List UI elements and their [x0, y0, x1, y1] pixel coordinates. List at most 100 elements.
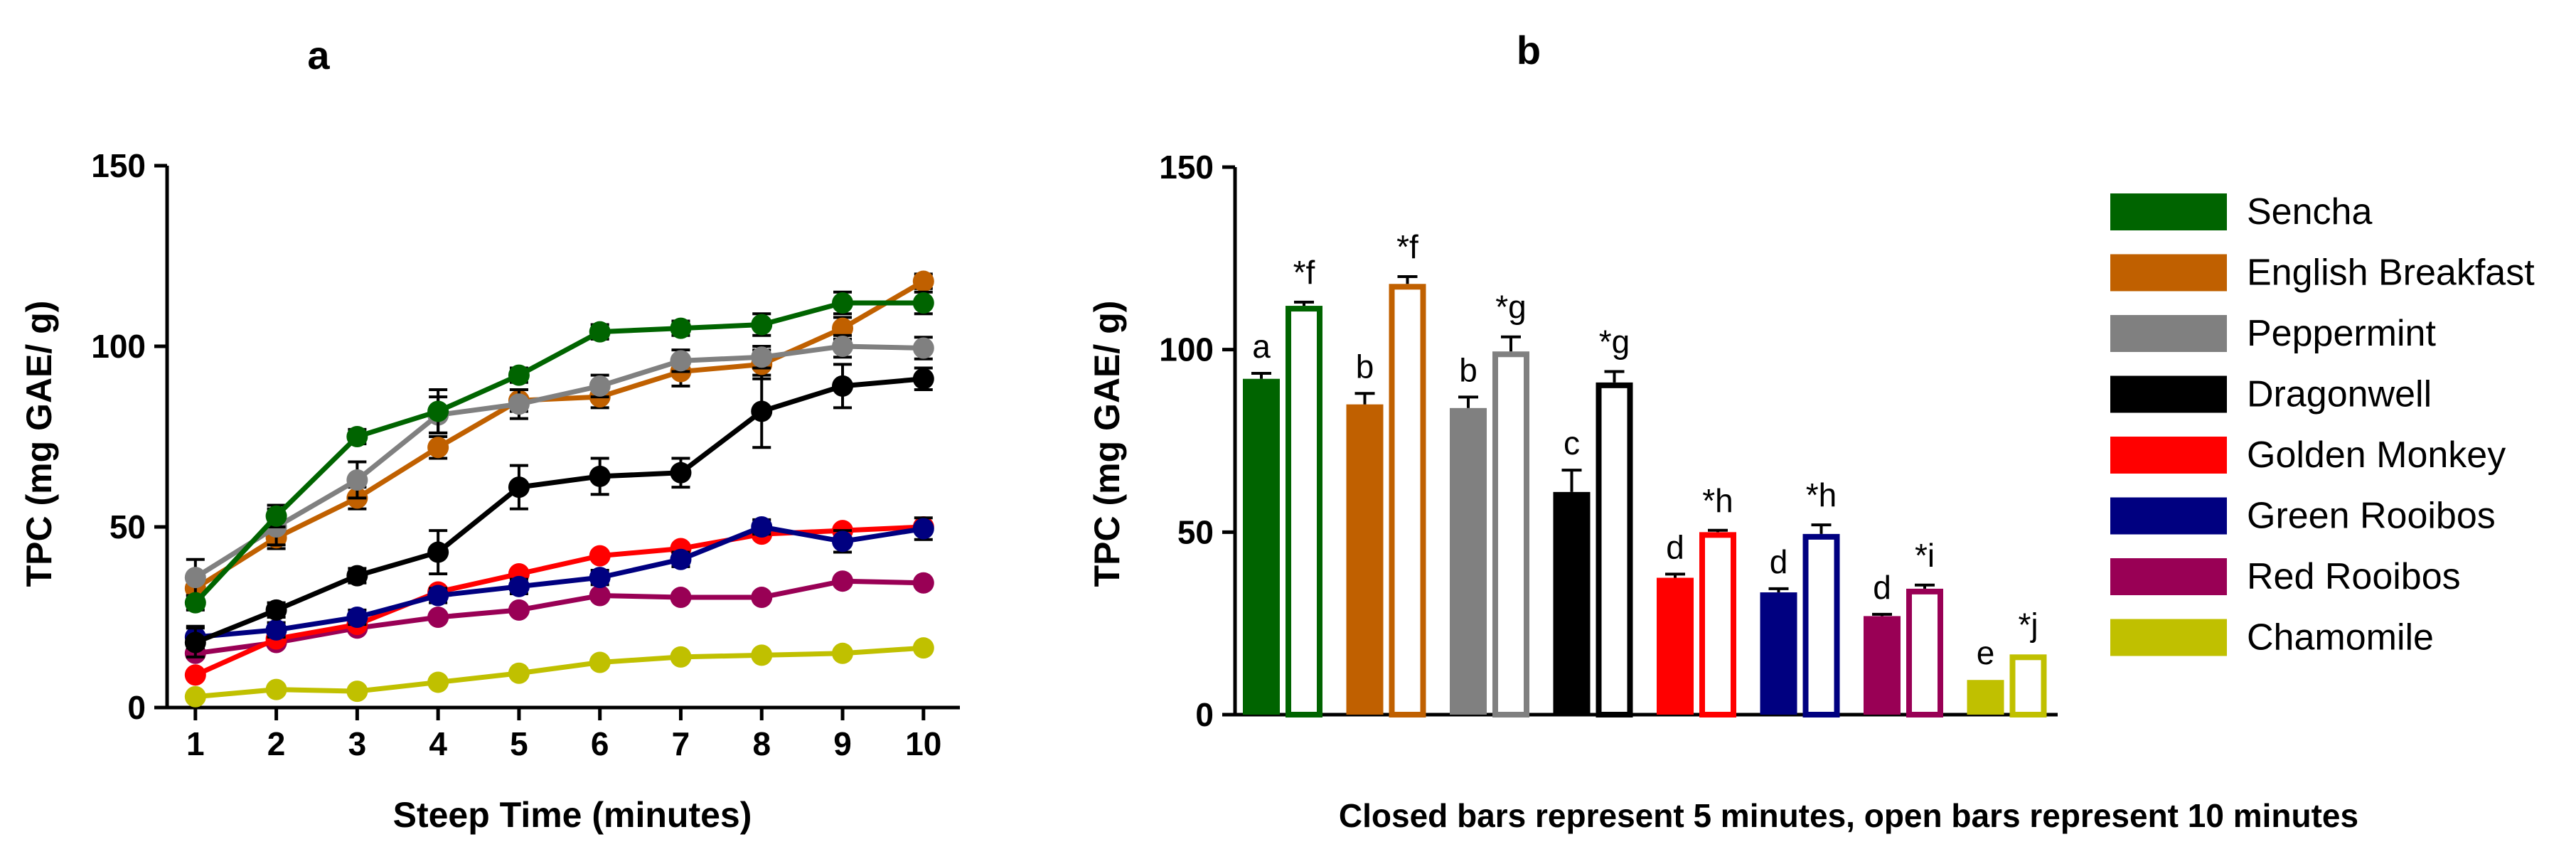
panel-b-y-tick-label: 100 [1159, 331, 1214, 368]
bar-group-golden-monkey: d *h [1657, 482, 1736, 717]
panel-a-y-tick-label: 0 [127, 689, 146, 726]
data-point [912, 637, 934, 659]
bar-5-min-label: d [1873, 569, 1891, 606]
data-point [751, 314, 773, 336]
bar-10-min [1906, 588, 1943, 718]
panel-b-y-axis-title: TPC (mg GAE/ g) [1087, 301, 1127, 587]
data-point [508, 662, 530, 684]
panel-b-bars-group: a *f b *f b *g c *g d *h d *h d *i e *j [1243, 228, 2047, 718]
series-english-breakfast [184, 270, 934, 601]
data-point [184, 685, 206, 708]
bar-10-min [1492, 351, 1529, 717]
bar-5-min-label: e [1977, 634, 1995, 671]
series-sencha [184, 290, 934, 614]
panel-a-x-tick-label: 1 [186, 725, 205, 762]
data-point [589, 585, 611, 607]
series-line [195, 524, 924, 640]
bar-5-min [1760, 592, 1797, 715]
data-point [670, 461, 692, 484]
data-point [912, 337, 934, 359]
bar-10-min-label: *h [1702, 482, 1733, 519]
bar-5-min-label: b [1356, 348, 1374, 385]
data-point [184, 664, 206, 686]
data-point [508, 393, 530, 415]
panel-a-line-chart: a 0 50 100 150 1 2 3 4 5 6 7 8 9 10 Steep Time (minut… [19, 33, 960, 835]
bar-5-min-label: c [1564, 425, 1580, 461]
series-line [195, 578, 924, 656]
data-point [589, 651, 611, 673]
legend-swatch [2110, 558, 2227, 595]
data-point [184, 592, 206, 614]
legend-item-peppermint: Peppermint [2110, 313, 2436, 354]
bar-5-min-label: a [1252, 328, 1271, 365]
data-point [832, 570, 854, 592]
panel-a-x-tick-label: 7 [672, 725, 690, 762]
legend-swatch [2110, 619, 2227, 656]
data-point [427, 541, 449, 563]
series-green-rooibos [184, 516, 934, 650]
series-chamomile [184, 637, 934, 708]
data-point [265, 619, 287, 641]
panel-a-x-tick-label: 10 [905, 725, 941, 762]
bar-5-min-label: b [1459, 351, 1477, 388]
data-point [832, 292, 854, 314]
data-point [832, 530, 854, 553]
panel-a-x-tick-label: 5 [510, 725, 528, 762]
panel-a-x-tick-label: 8 [752, 725, 771, 762]
bar-10-min [1699, 532, 1736, 717]
series-line [194, 376, 924, 645]
panel-b-caption: Closed bars represent 5 minutes, open ba… [1339, 797, 2358, 834]
bar-5-min [1657, 577, 1694, 715]
legend-swatch [2110, 254, 2227, 292]
bar-5-min [1346, 404, 1384, 715]
legend-item-dragonwell: Dragonwell [2110, 374, 2432, 415]
legend-label: Green Rooibos [2247, 496, 2496, 537]
data-point [912, 270, 934, 292]
panel-a-x-tick-label: 3 [348, 725, 367, 762]
legend-item-golden-monkey: Golden Monkey [2110, 434, 2506, 476]
data-point [346, 469, 368, 491]
data-point [427, 400, 449, 422]
series-line [193, 279, 925, 591]
data-point [346, 607, 368, 628]
data-point [670, 646, 692, 668]
data-point [427, 437, 449, 459]
data-point [912, 292, 934, 314]
legend-item-sencha: Sencha [2110, 191, 2372, 233]
bar-10-min-label: *g [1599, 323, 1630, 360]
panel-b-y-tick-label: 0 [1195, 696, 1214, 733]
data-point [832, 642, 854, 664]
bar-10-min [1286, 306, 1322, 718]
bar-10-min-label: *f [1293, 254, 1315, 291]
panel-b-bar-chart: b 0 50 100 150 a *f b *f b *g c *g d *h d *h d *i e *j Clo… [1087, 28, 2535, 834]
bar-group-dragonwell: c *g [1553, 323, 1633, 717]
panel-a-letter: a [307, 33, 330, 78]
bar-10-min-label: *g [1495, 289, 1526, 326]
legend-label: Chamomile [2247, 617, 2434, 658]
series-line [193, 300, 924, 605]
bar-10-min-label: *f [1396, 228, 1418, 265]
panel-a-x-tick-label: 2 [267, 725, 286, 762]
legend-label: Peppermint [2247, 313, 2436, 354]
bar-10-min [1596, 382, 1633, 717]
bar-5-min [1553, 491, 1591, 715]
panel-b-y-tick-label: 150 [1159, 149, 1214, 186]
legend-swatch [2110, 315, 2227, 352]
panel-a-series-group [184, 270, 934, 708]
data-point [670, 350, 692, 372]
data-point [427, 585, 449, 607]
legend-swatch [2110, 497, 2227, 535]
bar-10-min-label: *h [1806, 476, 1837, 513]
data-point [912, 518, 934, 540]
data-point [670, 548, 692, 570]
legend-label: Red Rooibos [2247, 556, 2461, 597]
legend-swatch [2110, 193, 2227, 230]
data-point [346, 681, 368, 703]
bar-group-sencha: a *f [1243, 254, 1322, 718]
data-point [184, 567, 206, 589]
data-point [751, 400, 773, 422]
data-point [508, 599, 530, 621]
data-point [346, 426, 368, 447]
bar-group-peppermint: b *g [1450, 289, 1529, 717]
